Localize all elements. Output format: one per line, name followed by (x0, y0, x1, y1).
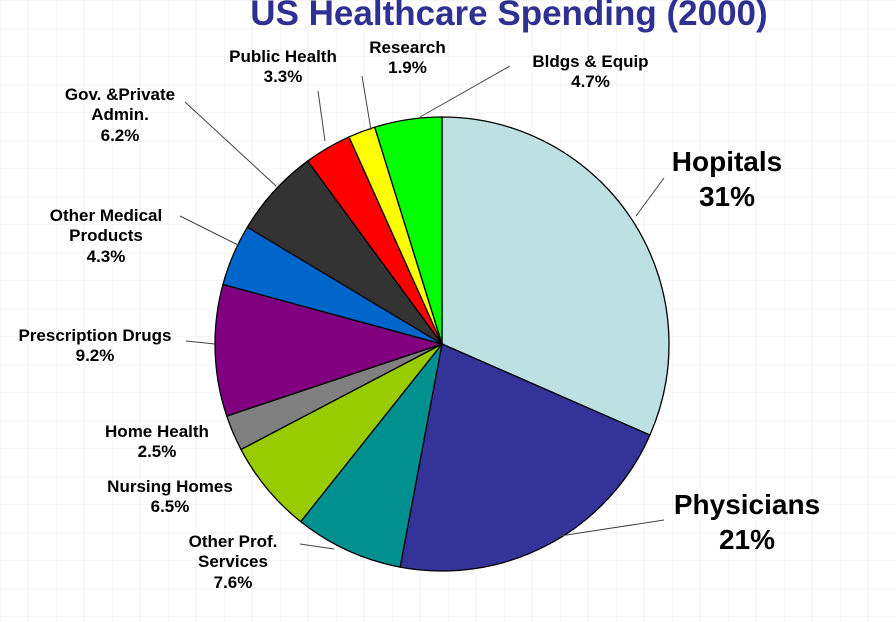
slice-label-bldgs-equip-value: 4.7% (571, 72, 610, 92)
slice-label-admin-value: 6.2% (100, 125, 140, 145)
slice-label-admin-name2: Admin. (91, 105, 149, 125)
leader-public-health (317, 90, 326, 142)
slice-label-nursing-homes: Nursing Homes 6.5% (80, 477, 260, 518)
leader-hospitals (635, 177, 665, 217)
slice-label-public-health: Public Health 3.3% (208, 47, 358, 88)
slice-label-other-medical: Other Medical Products 4.3% (26, 206, 186, 267)
slice-label-research: Research 1.9% (350, 38, 465, 79)
slice-label-nursing-homes-name: Nursing Homes (107, 477, 233, 496)
pie-slice-bldgs-equip (373, 116, 443, 345)
slice-label-research-name: Research (369, 38, 446, 57)
leader-prescription (185, 340, 216, 345)
leader-other-medical (179, 215, 239, 246)
leader-physicians (559, 519, 665, 537)
pie-slice-other-prof-services (299, 343, 443, 568)
pie-slice-prescription-drugs (214, 283, 445, 417)
slice-label-physicians-value: 21% (718, 524, 776, 555)
slice-label-prescription-drugs: Prescription Drugs 9.2% (0, 326, 190, 367)
slice-label-public-health-value: 3.3% (263, 67, 303, 87)
slice-label-admin: Gov. &Private Admin. 6.2% (40, 85, 200, 146)
slice-label-other-medical-name1: Other Medical (49, 206, 163, 225)
pie-slice-physicians (399, 343, 651, 572)
chart-title: US Healthcare Spending (2000) (250, 0, 768, 33)
slice-label-prescription-drugs-value: 9.2% (75, 346, 115, 366)
slice-label-public-health-name: Public Health (229, 47, 337, 66)
slice-label-home-health-name: Home Health (105, 422, 209, 441)
slice-label-other-prof-name2: Services (198, 552, 268, 572)
slice-label-home-health: Home Health 2.5% (82, 422, 232, 463)
slice-label-bldgs-equip-name: Bldgs & Equip (532, 52, 649, 71)
slice-label-home-health-value: 2.5% (137, 442, 177, 462)
leader-bldgs (419, 65, 511, 118)
slice-label-hospitals-value: 31% (698, 181, 756, 212)
slice-label-nursing-homes-value: 6.5% (150, 497, 190, 517)
slice-label-research-value: 1.9% (388, 58, 427, 78)
slice-label-bldgs-equip: Bldgs & Equip 4.7% (508, 52, 673, 93)
slice-label-other-medical-value: 4.3% (86, 246, 126, 266)
slice-label-other-prof-value: 7.6% (213, 572, 253, 592)
leader-other-prof (299, 543, 335, 550)
slice-label-hospitals-name: Hopitals (671, 146, 783, 177)
leader-admin (184, 101, 277, 187)
slice-label-admin-name1: Gov. &Private (64, 85, 176, 104)
slice-label-prescription-drugs-name: Prescription Drugs (18, 326, 172, 345)
leader-research (361, 75, 372, 131)
slice-label-other-medical-name2: Products (69, 226, 143, 246)
slice-label-physicians: Physicians 21% (657, 487, 837, 557)
slice-label-other-prof: Other Prof. Services 7.6% (168, 532, 298, 593)
slice-label-physicians-name: Physicians (673, 489, 821, 520)
slice-label-hospitals: Hopitals 31% (657, 144, 797, 214)
pie-slice-hopitals (441, 116, 670, 436)
slice-label-other-prof-name1: Other Prof. (188, 532, 278, 551)
